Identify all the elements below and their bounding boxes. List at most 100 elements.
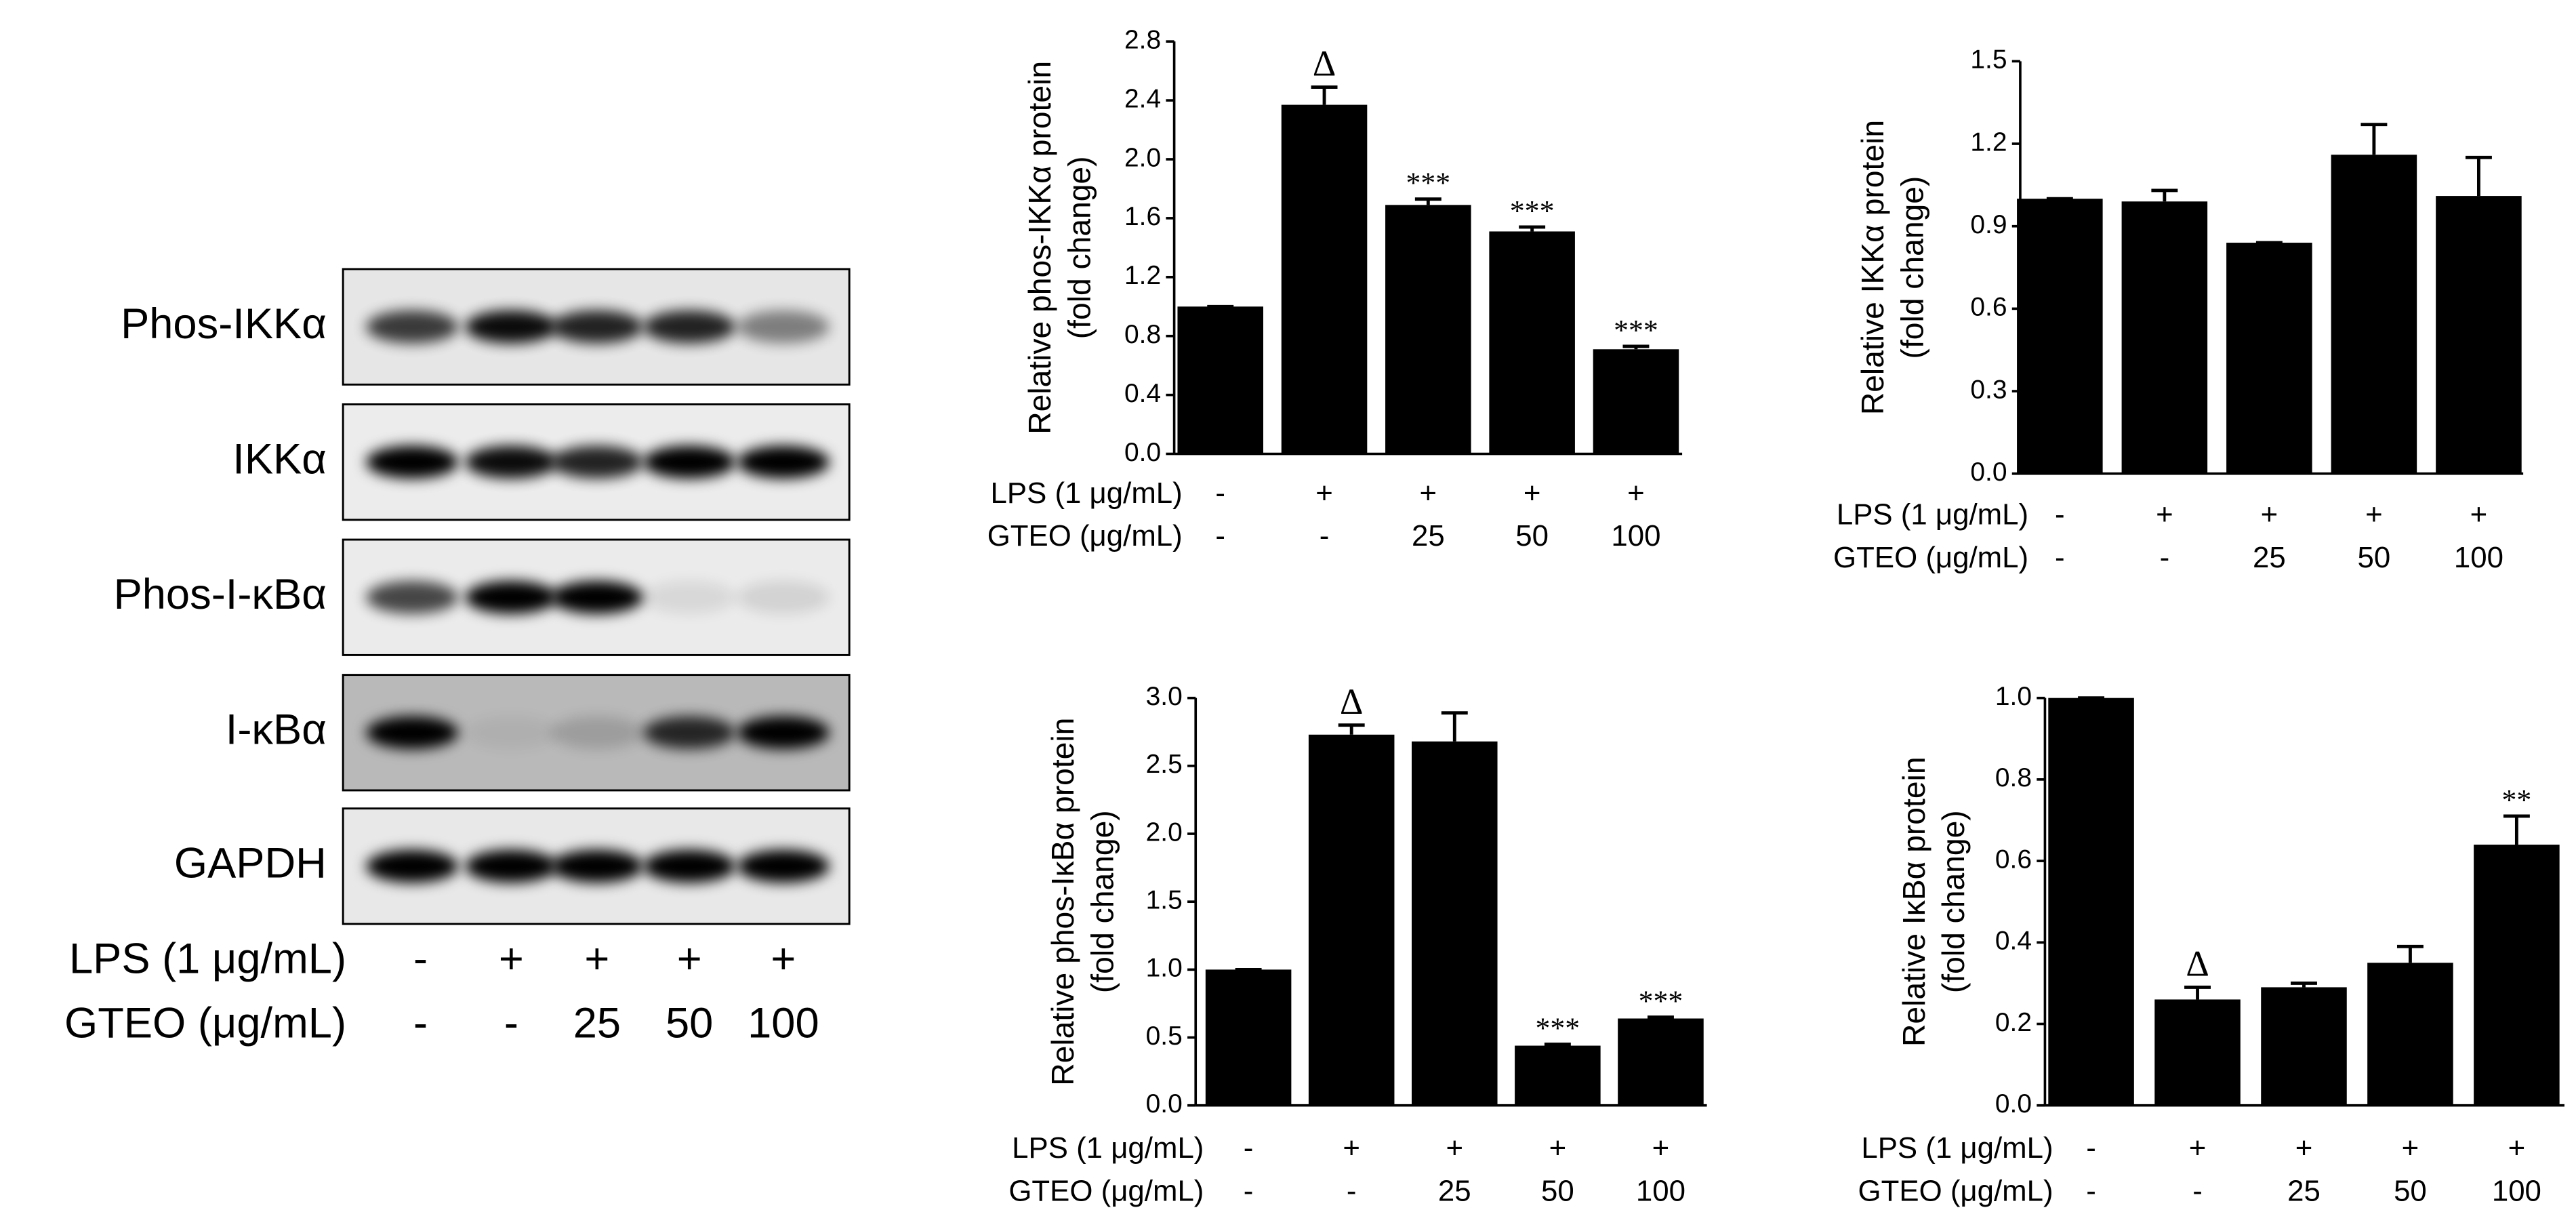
blot-band — [366, 310, 459, 344]
y-tick-label: 0.0 — [1970, 458, 2007, 487]
blot-band — [737, 849, 830, 883]
y-tick-label: 0.6 — [1970, 293, 2007, 322]
treatment-level: 50 — [1541, 1174, 1574, 1207]
bar — [1618, 1018, 1704, 1106]
treatment-level: + — [771, 935, 796, 983]
y-tick-label: 1.6 — [1124, 202, 1161, 231]
treatment-level: + — [1446, 1131, 1463, 1165]
blot-band — [465, 580, 558, 614]
treatment-level: 100 — [1636, 1174, 1685, 1207]
significance-mark: *** — [1614, 314, 1658, 346]
treatment-level: - — [2160, 541, 2170, 574]
treatment-level: + — [2156, 498, 2173, 531]
y-tick-label: 2.0 — [1124, 143, 1161, 172]
treatment-level: + — [2508, 1131, 2526, 1165]
treatment-level: + — [2402, 1131, 2419, 1165]
bar — [1308, 734, 1395, 1106]
y-tick-label: 0.3 — [1970, 375, 2007, 404]
y-axis-label: Relative phos-IκBα protein — [1045, 718, 1080, 1086]
blot-band — [465, 310, 558, 344]
treatment-level: + — [1315, 477, 1333, 510]
blot-band — [550, 580, 644, 614]
blot-band — [550, 716, 644, 750]
treatment-level: 50 — [666, 1000, 713, 1047]
y-tick-label: 1.2 — [1124, 261, 1161, 290]
treatment-level: - — [2055, 541, 2065, 574]
treatment-level: 25 — [573, 1000, 621, 1047]
treatment-level: - — [1244, 1174, 1254, 1207]
bar — [1205, 969, 1292, 1106]
treatment-level: + — [584, 935, 609, 983]
y-tick-label: 0.5 — [1146, 1022, 1183, 1051]
blot-band — [643, 716, 736, 750]
treatment-label: GTEO (μg/mL) — [987, 519, 1183, 552]
bar — [2474, 845, 2560, 1106]
treatment-level: 100 — [1611, 519, 1660, 552]
treatment-level: + — [1652, 1131, 1670, 1165]
y-tick-label: 2.5 — [1146, 750, 1183, 779]
blot-band — [643, 445, 736, 479]
blot-band — [550, 849, 644, 883]
blot-band — [643, 580, 736, 614]
bar — [2226, 243, 2312, 474]
treatment-level: 100 — [2492, 1174, 2541, 1207]
treatment-level: + — [2261, 498, 2278, 531]
bar — [1385, 205, 1471, 454]
bar — [1412, 741, 1498, 1106]
protein-label: I-κBα — [226, 706, 327, 753]
blot-band — [737, 445, 830, 479]
bar — [1281, 104, 1368, 454]
treatment-level: 50 — [1515, 519, 1549, 552]
treatment-label: GTEO (μg/mL) — [1008, 1174, 1204, 1207]
protein-label: Phos-I-κBα — [114, 571, 327, 618]
blot-band — [643, 849, 736, 883]
treatment-level: 50 — [2394, 1174, 2427, 1207]
treatment-label: LPS (1 μg/mL) — [69, 935, 346, 983]
blot-band — [366, 849, 459, 883]
treatment-label: LPS (1 μg/mL) — [1837, 498, 2028, 531]
y-axis-label: (fold change) — [1894, 176, 1929, 359]
blot-band — [550, 310, 644, 344]
treatment-label: LPS (1 μg/mL) — [1012, 1131, 1204, 1165]
blot-band — [366, 716, 459, 750]
y-tick-label: 0.4 — [1995, 927, 2032, 956]
y-tick-label: 2.0 — [1146, 818, 1183, 847]
treatment-level: + — [1524, 477, 1541, 510]
treatment-level: + — [1420, 477, 1437, 510]
treatment-level: + — [1627, 477, 1645, 510]
treatment-level: + — [2189, 1131, 2207, 1165]
treatment-level: - — [504, 1000, 518, 1047]
bar — [1489, 231, 1575, 454]
treatment-level: - — [2086, 1174, 2096, 1207]
treatment-label: GTEO (μg/mL) — [1858, 1174, 2053, 1207]
blot-band — [366, 580, 459, 614]
y-tick-label: 1.5 — [1970, 45, 2007, 75]
blot-band — [465, 716, 558, 750]
significance-mark: *** — [1510, 195, 1555, 228]
treatment-level: - — [1244, 1131, 1254, 1165]
treatment-level: 25 — [1438, 1174, 1471, 1207]
y-axis-label: (fold change) — [1085, 810, 1120, 993]
y-tick-label: 1.0 — [1146, 954, 1183, 983]
blot-band — [737, 716, 830, 750]
treatment-level: + — [499, 935, 524, 983]
significance-mark: *** — [1536, 1012, 1580, 1045]
treatment-level: - — [1320, 519, 1330, 552]
y-axis-label: Relative IKKα protein — [1855, 120, 1890, 415]
treatment-level: 100 — [2454, 541, 2503, 574]
treatment-level: + — [2295, 1131, 2313, 1165]
bar — [2017, 199, 2103, 474]
y-tick-label: 0.8 — [1124, 320, 1161, 349]
y-tick-label: 0.8 — [1995, 763, 2032, 792]
treatment-level: - — [413, 1000, 428, 1047]
y-tick-label: 1.5 — [1146, 885, 1183, 914]
treatment-level: + — [677, 935, 702, 983]
bar — [1593, 349, 1679, 454]
y-tick-label: 3.0 — [1146, 682, 1183, 711]
treatment-level: + — [2365, 498, 2383, 531]
treatment-level: 100 — [748, 1000, 819, 1047]
bar — [2436, 196, 2522, 474]
blot-band — [643, 310, 736, 344]
y-tick-label: 2.4 — [1124, 84, 1161, 113]
